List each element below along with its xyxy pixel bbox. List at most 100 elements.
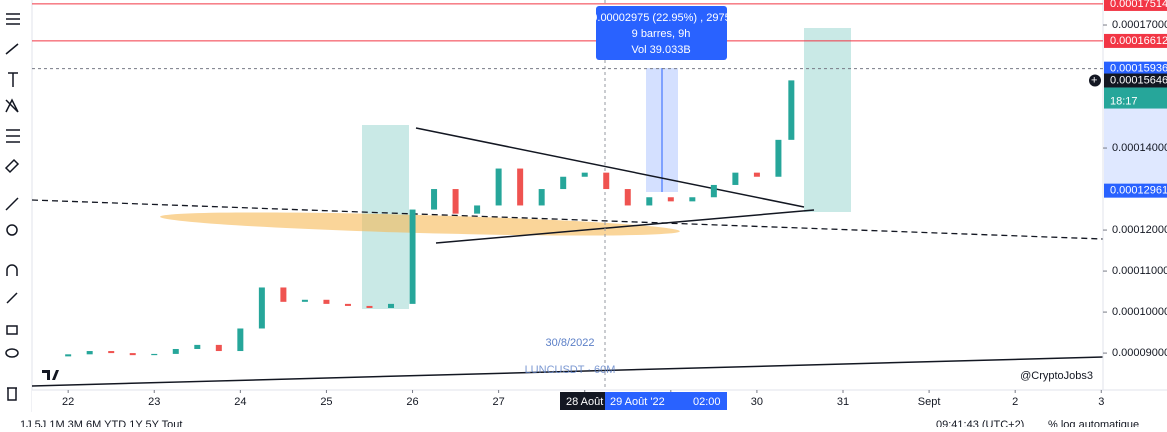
- candle: [560, 176, 567, 190]
- candle: [65, 354, 72, 357]
- add-alert: [1089, 74, 1101, 87]
- candle: [474, 205, 481, 214]
- measure-time: 02:00: [693, 396, 721, 408]
- trend-dashed: [31, 199, 1104, 240]
- price-label-bg: [1104, 61, 1167, 76]
- candle: [151, 353, 158, 356]
- triangle-top: [415, 127, 805, 208]
- tool-magnet[interactable]: [6, 264, 18, 276]
- candle: [86, 351, 93, 355]
- tool-fib[interactable]: [6, 129, 20, 143]
- x-tick-label: Sept: [918, 396, 941, 408]
- candle: [172, 348, 179, 354]
- price-label: 0.00017514: [1110, 0, 1167, 10]
- tool-pencil[interactable]: [6, 292, 18, 304]
- price-label: 0.00012961: [1110, 185, 1167, 197]
- candle: [495, 168, 502, 206]
- x-tick-label: 22: [62, 396, 74, 408]
- clock: 09:41:43 (UTC+2): [936, 419, 1024, 427]
- price-label-bg: [1104, 33, 1167, 48]
- ranges[interactable]: 1J 5J 1M 3M 6M YTD 1Y 5Y Tout: [20, 419, 182, 431]
- candle: [388, 303, 395, 308]
- tool-hammer[interactable]: [4, 158, 20, 174]
- tool-text[interactable]: [8, 72, 18, 87]
- candle: [108, 351, 115, 354]
- tool-brush[interactable]: [5, 43, 19, 55]
- x-tick-label: 23: [148, 396, 160, 408]
- add-alert-icon: +: [1091, 74, 1097, 86]
- crosshair-date: 28 Août: [566, 396, 603, 408]
- candle: [667, 197, 674, 202]
- candle: [258, 287, 265, 329]
- zone: [160, 212, 680, 236]
- price-label: 0.00015936: [1110, 63, 1167, 75]
- candle: [409, 209, 416, 304]
- candle: [215, 344, 222, 352]
- tool-ruler[interactable]: [5, 197, 19, 211]
- measure-text: 0.00002975 (22.95%) , 2975: [591, 12, 730, 24]
- y-tick-label: 0.00010000: [1112, 306, 1167, 318]
- long-trend: [31, 356, 1104, 387]
- toolbar-icons[interactable]: [4, 13, 20, 401]
- candle: [517, 168, 524, 206]
- price-label-bg: [1104, 73, 1167, 88]
- y-tick-label: 0.00012000: [1112, 224, 1167, 236]
- candle: [452, 189, 459, 214]
- tv-logo: [42, 370, 59, 380]
- candle: [301, 299, 308, 302]
- tool-lines[interactable]: [6, 13, 20, 25]
- candle: [753, 172, 760, 177]
- green-box: [804, 28, 851, 212]
- measure-date-bg: [605, 392, 727, 410]
- x-tick-label: 24: [234, 396, 246, 408]
- crosshair-date-bg: [560, 392, 605, 410]
- price-label-bg: [1104, 183, 1167, 198]
- candle: [732, 172, 739, 185]
- candle: [689, 197, 696, 202]
- price-label-bg: [1104, 0, 1167, 11]
- scale-options[interactable]: % log automatique: [1048, 419, 1139, 431]
- signature: @CryptoJobs3: [1020, 370, 1093, 382]
- candle: [194, 344, 201, 349]
- candle: [366, 305, 373, 308]
- tool-eye[interactable]: [5, 348, 19, 358]
- measure-text: 9 barres, 9h: [632, 28, 691, 40]
- candle: [129, 353, 136, 356]
- x-tick-label: 31: [837, 396, 849, 408]
- candle: [344, 303, 351, 306]
- tool-trash[interactable]: [7, 387, 17, 401]
- y-tick-label: 0.00017000: [1112, 19, 1167, 31]
- triangle-bottom: [435, 209, 815, 244]
- countdown-bg: [1104, 87, 1167, 109]
- tool-pattern[interactable]: [5, 98, 19, 113]
- y-tick-label: 0.00011000: [1112, 265, 1167, 277]
- toolbar: [0, 0, 32, 412]
- candle: [323, 299, 330, 304]
- tool-lock[interactable]: [6, 325, 18, 335]
- candle: [280, 287, 287, 302]
- measure-date: 29 Août '22: [610, 396, 665, 408]
- tool-zoom[interactable]: [6, 224, 18, 236]
- candle: [624, 189, 631, 206]
- y-tick-label: 0.00014000: [1112, 142, 1167, 154]
- date-watermark: 30/8/2022: [546, 337, 595, 349]
- candle: [788, 80, 795, 140]
- measure-tooltip: [596, 6, 727, 60]
- symbol-watermark: LUNCUSDT · 60M: [525, 364, 616, 376]
- bottom-bar: [0, 412, 1167, 427]
- x-tick-label: 2: [1012, 396, 1018, 408]
- x-tick-label: 3: [1098, 396, 1104, 408]
- y-tick-label: 0.00009000: [1112, 347, 1167, 359]
- candle: [775, 139, 782, 177]
- candle: [581, 172, 588, 177]
- price-label: 0.00016612: [1110, 35, 1167, 47]
- candle: [237, 328, 244, 352]
- candle: [431, 189, 438, 210]
- x-tick-label: 27: [493, 396, 505, 408]
- countdown: 18:17: [1110, 95, 1138, 107]
- candle: [603, 172, 610, 190]
- candle: [710, 184, 717, 198]
- x-tick-label: 25: [320, 396, 332, 408]
- x-tick-label: 26: [406, 396, 418, 408]
